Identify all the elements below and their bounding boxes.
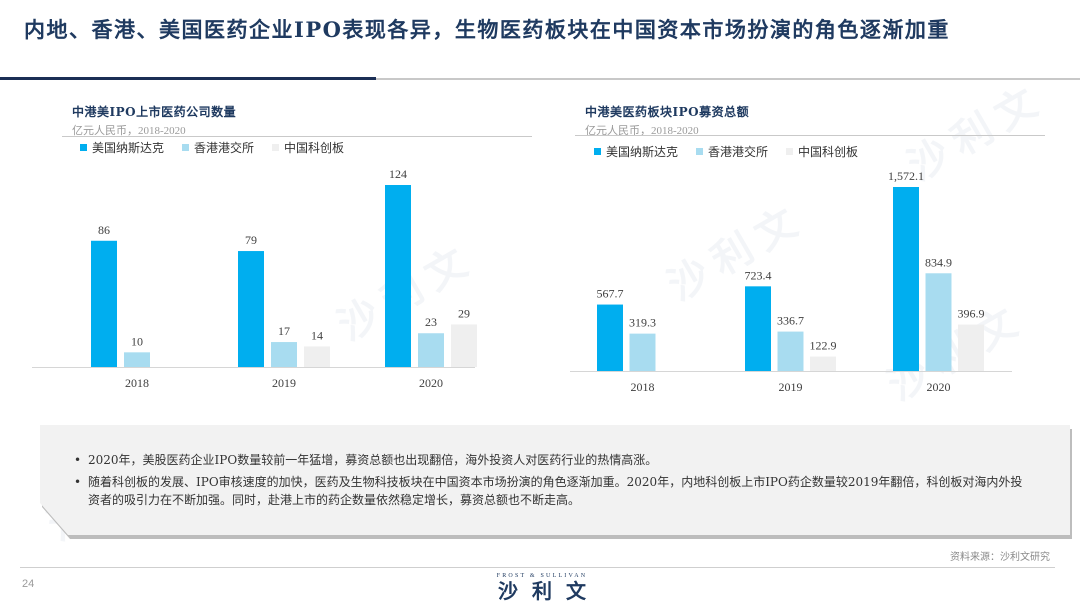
chart-header-divider [62, 136, 532, 137]
bar-nasdaq-2019 [238, 251, 264, 367]
bar-star-2020 [451, 324, 477, 367]
data-label: 79 [245, 233, 257, 247]
bar-hkex-2018 [124, 352, 150, 367]
legend-label: 香港港交所 [194, 141, 255, 155]
data-label: 319.3 [629, 316, 656, 330]
data-label: 29 [458, 306, 470, 320]
legend-item-star: 中国科创板 [272, 139, 344, 156]
ipo-amount-chart: 567.7 319.3 2018 723.4 336.7 122.9 2019 1,572.1… [570, 169, 1012, 394]
page-title: 内地、香港、美国医药企业IPO表现各异，生物医药板块在中国资本市场扮演的角色逐渐… [24, 17, 950, 42]
bar-hkex-2020 [418, 333, 444, 367]
note-item: 2020年，美股医药企业IPO数量较前一年猛增，募资总额也出现翻倍，海外投资人对… [74, 451, 1034, 469]
chart-title: 中港美IPO上市医药公司数量 [72, 105, 237, 119]
data-label: 14 [311, 328, 323, 342]
chart-header-ipo-amount: 中港美医药板块IPO募资总额 亿元人民币，2018-2020 [585, 103, 749, 138]
x-tick-label: 2018 [125, 376, 149, 390]
note-item: 随着科创板的发展、IPO审核速度的加快，医药及生物科技板块在中国资本市场扮演的角… [74, 473, 1034, 509]
chart-header-divider [575, 135, 1045, 136]
legend-label: 香港港交所 [708, 145, 769, 159]
data-label: 336.7 [777, 314, 804, 328]
legend-item-hkex: 香港港交所 [696, 143, 768, 160]
legend-label: 美国纳斯达克 [92, 141, 165, 155]
bar-star-2020 [958, 324, 984, 371]
legend-label: 美国纳斯达克 [606, 145, 679, 159]
legend: 美国纳斯达克 香港港交所 中国科创板 [594, 143, 876, 160]
logo-chinese: 沙利文 [498, 579, 600, 603]
chart-title: 中港美医药板块IPO募资总额 [585, 105, 750, 119]
ipo-count-chart: 86 10 2018 79 17 14 2019 124 23 29 2020 [32, 167, 477, 390]
data-label: 396.9 [958, 307, 985, 321]
legend-swatch [696, 148, 704, 155]
company-logo: FROST & SULLIVAN 沙利文 [484, 573, 600, 603]
legend-item-nasdaq: 美国纳斯达克 [80, 139, 164, 156]
chart-subtitle: 亿元人民币，2018-2020 [585, 125, 699, 137]
chart-header-ipo-count: 中港美IPO上市医药公司数量 亿元人民币，2018-2020 [72, 103, 236, 138]
title-underline [0, 77, 376, 80]
title-divider [376, 78, 1080, 80]
legend: 美国纳斯达克 香港港交所 中国科创板 [80, 139, 362, 156]
logo-english: FROST & SULLIVAN [496, 573, 588, 579]
x-tick-label: 2020 [927, 380, 951, 394]
bar-nasdaq-2019 [745, 286, 771, 371]
notes-list: 2020年，美股医药企业IPO数量较前一年猛增，募资总额也出现翻倍，海外投资人对… [74, 451, 1034, 513]
footer-divider [20, 567, 1055, 568]
x-tick-label: 2019 [779, 380, 803, 394]
bar-nasdaq-2020 [385, 185, 411, 367]
bar-hkex-2019 [271, 342, 297, 367]
legend-swatch [786, 148, 794, 155]
bar-nasdaq-2018 [597, 304, 623, 371]
legend-swatch [272, 144, 280, 151]
data-label: 567.7 [597, 287, 624, 301]
data-label: 86 [98, 223, 110, 237]
legend-item-star: 中国科创板 [786, 143, 858, 160]
legend-item-hkex: 香港港交所 [182, 139, 254, 156]
legend-swatch [80, 144, 87, 151]
legend-label: 中国科创板 [798, 145, 859, 159]
data-label: 10 [131, 334, 143, 348]
legend-item-nasdaq: 美国纳斯达克 [594, 143, 678, 160]
legend-swatch [182, 144, 190, 151]
data-label: 834.9 [925, 255, 952, 269]
data-label: 122.9 [810, 339, 837, 353]
data-label: 723.4 [745, 268, 772, 282]
x-tick-label: 2018 [631, 380, 655, 394]
x-tick-label: 2020 [419, 376, 443, 390]
legend-label: 中国科创板 [284, 141, 345, 155]
bar-hkex-2020 [925, 273, 952, 371]
data-label: 17 [278, 324, 290, 338]
data-label: 1,572.1 [888, 169, 924, 183]
data-label: 124 [389, 167, 407, 181]
page-number: 24 [22, 578, 35, 590]
x-tick-label: 2019 [272, 376, 296, 390]
bar-nasdaq-2018 [91, 240, 117, 367]
bar-star-2019 [810, 356, 836, 371]
bar-hkex-2018 [629, 333, 656, 371]
bar-star-2019 [304, 346, 330, 367]
legend-swatch [594, 148, 601, 155]
bar-hkex-2019 [777, 331, 804, 371]
data-label: 23 [425, 315, 437, 329]
chart-subtitle: 亿元人民币，2018-2020 [72, 125, 186, 137]
source-note: 资料来源：沙利文研究 [950, 552, 1050, 563]
bar-nasdaq-2020 [893, 187, 919, 371]
